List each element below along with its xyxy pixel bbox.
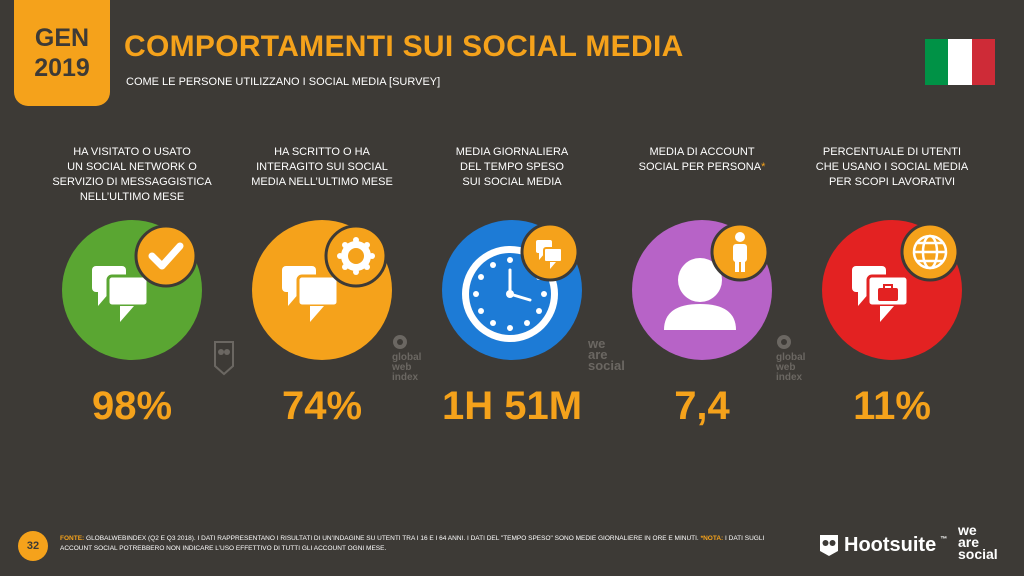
stat-circle: [250, 218, 394, 362]
date-badge: GEN 2019: [14, 0, 110, 106]
check-icon: [148, 242, 184, 270]
stat-label: MEDIA GIORNALIERA DEL TEMPO SPESO SUI SO…: [455, 146, 569, 188]
stat-label: MEDIA DI ACCOUNT SOCIAL PER PERSONA*: [638, 146, 766, 173]
footnote-star: *: [761, 161, 766, 173]
user-avatar-icon: [664, 258, 736, 330]
flag-stripe-red: [971, 39, 995, 85]
briefcase-icon: [878, 284, 898, 301]
we-are-social-logo: we are social: [958, 522, 998, 562]
stat-label: PERCENTUALE DI UTENTI CHE USANO I SOCIAL…: [815, 146, 969, 188]
italy-flag-icon: [925, 39, 995, 85]
stat-value: 7,4: [674, 384, 730, 428]
stat-circle: [820, 218, 964, 362]
stat-label: HA SCRITTO O HA INTERAGITO SUI SOCIAL ME…: [251, 146, 393, 188]
stat-circle: [60, 218, 204, 362]
source-text: GLOBALWEBINDEX (Q2 E Q3 2018). I DATI RA…: [84, 535, 699, 542]
stat-label: HA VISITATO O USATO UN SOCIAL NETWORK O …: [52, 146, 212, 203]
hootsuite-wordmark: Hootsuite: [844, 533, 937, 556]
stat-circle: [440, 218, 584, 362]
chat-bubbles-icon: [282, 266, 340, 322]
gwi-watermark: global web index: [776, 334, 805, 383]
stat-value: 74%: [281, 384, 363, 428]
badge-icon: [337, 237, 375, 275]
gwi-logo-icon: [393, 335, 407, 349]
flag-stripe-white: [948, 39, 972, 85]
stat-circle: [630, 218, 774, 362]
page-title: COMPORTAMENTI SUI SOCIAL MEDIA: [124, 30, 684, 63]
globe-icon: [912, 234, 948, 270]
flag-stripe-green: [925, 39, 949, 85]
hootsuite-watermark-icon: [214, 341, 234, 376]
date-month: GEN: [34, 24, 90, 52]
hootsuite-tm: ™: [940, 536, 948, 543]
stat-value: 98%: [91, 384, 173, 428]
owl-icon: [820, 535, 838, 556]
was-watermark: we are social: [588, 336, 625, 373]
date-year: 2019: [34, 54, 90, 82]
stat-value: 1H 51M: [441, 384, 583, 428]
chat-bubbles-icon: [92, 266, 150, 322]
source-label: FONTE:: [60, 535, 85, 542]
footer-notes: FONTE: GLOBALWEBINDEX (Q2 E Q3 2018). I …: [60, 534, 790, 554]
note-label: *NOTA:: [700, 535, 724, 542]
stat-value: 11%: [853, 384, 931, 428]
note-text: I DATI SUGLI ACCOUNT SOCIAL POTREBBERO N…: [60, 535, 765, 552]
page-subtitle: COME LE PERSONE UTILIZZANO I SOCIAL MEDI…: [126, 76, 441, 88]
page-number: 32: [18, 531, 48, 561]
gwi-watermark: global web index: [392, 334, 421, 383]
chat-small-icon: [536, 240, 563, 269]
person-icon: [733, 232, 747, 272]
hootsuite-logo: Hootsuite ™: [818, 530, 947, 560]
gwi-logo-icon: [777, 335, 791, 349]
